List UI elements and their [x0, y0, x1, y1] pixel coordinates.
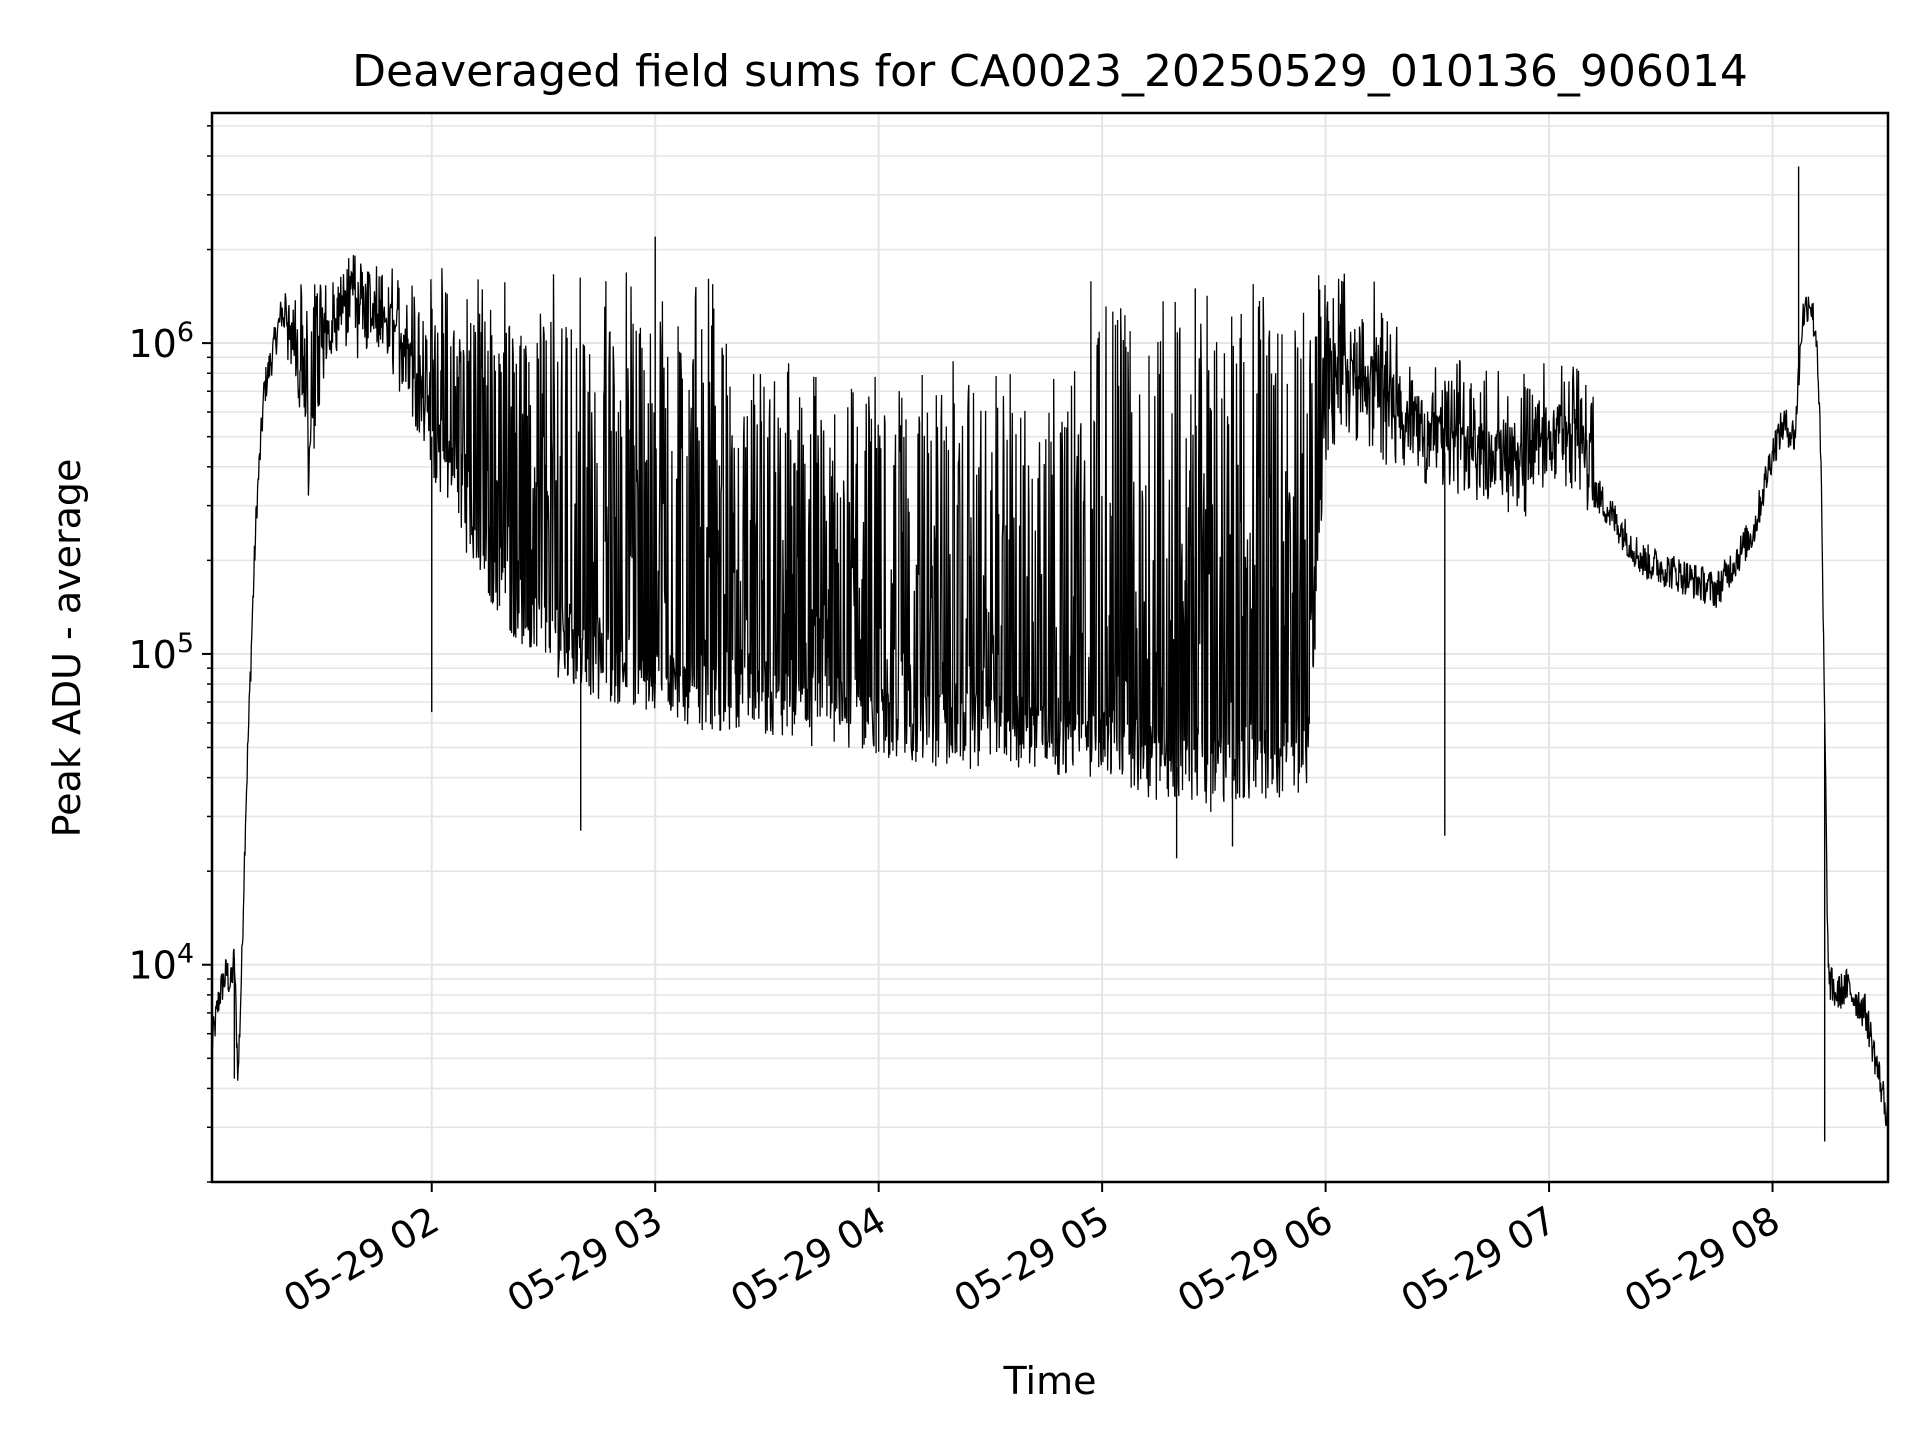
y-tick-label: 105 — [128, 628, 194, 677]
y-tick-label: 106 — [128, 317, 194, 366]
x-axis-label: Time — [1003, 1359, 1097, 1403]
plot-frame — [210, 111, 1890, 1184]
y-axis-label: Peak ADU - average — [45, 459, 89, 838]
y-tick-label: 104 — [128, 939, 194, 988]
data-layer — [212, 166, 1888, 1142]
chart-title: Deaveraged field sums for CA0023_2025052… — [352, 46, 1748, 97]
grid-layer — [212, 113, 1888, 1183]
series-line — [212, 255, 1888, 1127]
